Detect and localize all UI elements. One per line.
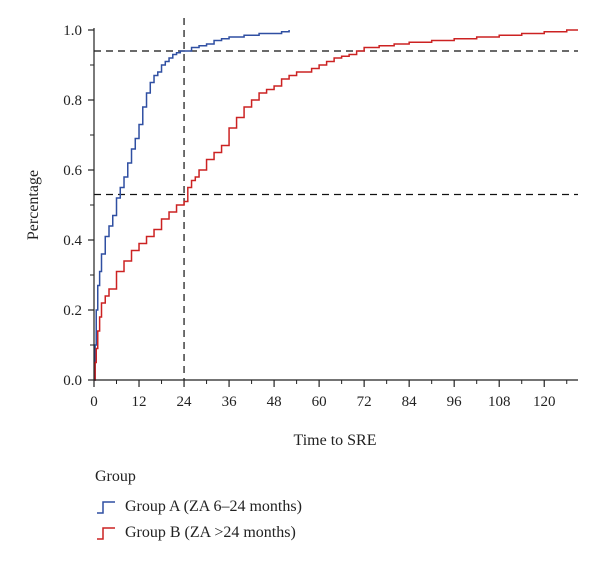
- y-tick-label: 0.2: [63, 303, 82, 319]
- x-tick-label: 84: [402, 394, 418, 410]
- x-tick-label: 72: [357, 394, 372, 410]
- series-line-group-a: [94, 30, 290, 381]
- x-axis-title: Time to SRE: [294, 432, 377, 449]
- reference-lines: [94, 18, 578, 380]
- y-axis-title: Percentage: [25, 170, 42, 240]
- y-tick-label: 0.0: [63, 373, 82, 389]
- x-tick-label: 0: [90, 394, 98, 410]
- x-tick-label: 12: [132, 394, 147, 410]
- x-tick-label: 60: [312, 394, 327, 410]
- legend-label-group-a: Group A (ZA 6–24 months): [125, 498, 302, 515]
- legend-step-icon-group-a: [97, 501, 115, 514]
- x-tick-label: 24: [177, 394, 193, 410]
- x-tick-label: 36: [222, 394, 238, 410]
- legend-item-group-b: Group B (ZA >24 months): [95, 520, 302, 546]
- x-tick-label: 108: [488, 394, 511, 410]
- legend-title: Group: [95, 468, 136, 485]
- series-lines: [94, 29, 578, 381]
- legend: Group Group A (ZA 6–24 months) Group B (…: [95, 468, 302, 546]
- y-tick-label: 1.0: [63, 23, 82, 39]
- legend-step-icon-group-b: [97, 527, 115, 540]
- axes: 0.0 0.2 0.4 0.6 0.8 1.0 0 12 24 36 48 60 72 84 96 108 12…: [63, 23, 578, 410]
- x-tick-label: 96: [447, 394, 463, 410]
- x-tick-label: 120: [533, 394, 556, 410]
- series-line-group-b: [94, 29, 578, 381]
- y-tick-label: 0.4: [63, 233, 82, 249]
- y-tick-label: 0.6: [63, 163, 82, 179]
- y-tick-label: 0.8: [63, 93, 82, 109]
- legend-label-group-b: Group B (ZA >24 months): [125, 524, 296, 541]
- x-tick-label: 48: [267, 394, 282, 410]
- legend-item-group-a: Group A (ZA 6–24 months): [95, 494, 302, 520]
